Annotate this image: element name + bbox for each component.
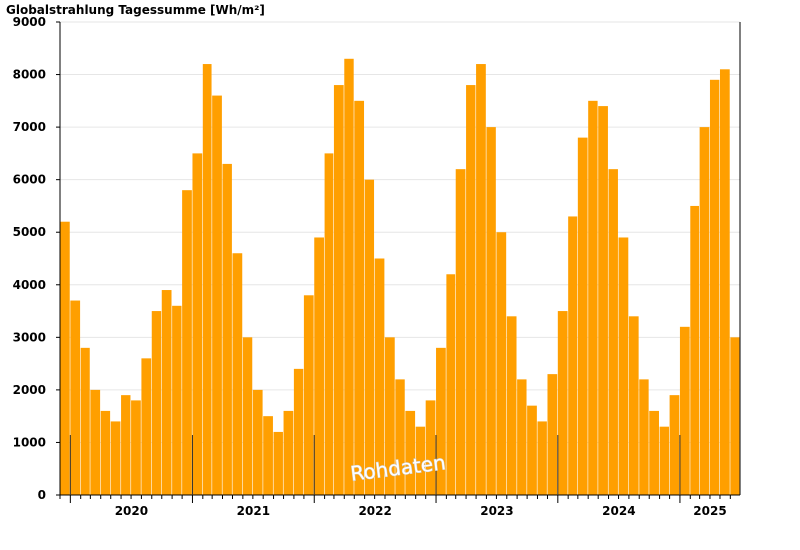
bar (466, 85, 476, 496)
y-tick-label: 1000 (13, 435, 46, 449)
bar (699, 127, 710, 495)
x-axis-ticks: 2020 2021 2022 2023 2024 2025 (59, 435, 731, 518)
bar (182, 190, 192, 495)
y-tick-label: 6000 (13, 173, 46, 187)
bar (90, 389, 101, 495)
y-tick-label: 9000 (13, 15, 46, 29)
bar (547, 374, 558, 495)
bar (131, 400, 141, 495)
bar (283, 410, 294, 495)
y-tick-label: 2000 (13, 383, 46, 397)
bar (557, 311, 568, 495)
bar (639, 379, 649, 495)
bar (303, 295, 314, 495)
bar (151, 311, 162, 495)
bar (333, 85, 344, 496)
bar (527, 405, 537, 495)
bar (192, 153, 203, 495)
bar (263, 416, 273, 495)
bar (690, 205, 700, 495)
y-tick-label: 0 (38, 488, 46, 502)
y-tick-label: 8000 (13, 68, 46, 82)
year-label: 2022 (358, 504, 391, 518)
bar (202, 64, 212, 496)
y-tick-label: 3000 (13, 330, 46, 344)
bar (232, 253, 243, 495)
bar (506, 316, 517, 495)
bar (273, 431, 283, 495)
bar (455, 169, 466, 495)
bar (709, 79, 720, 496)
bar (354, 100, 365, 495)
bar (141, 358, 152, 495)
bar (618, 237, 629, 495)
bar (314, 237, 324, 495)
bar (476, 64, 486, 496)
bar (344, 58, 354, 496)
bar (517, 379, 527, 495)
bar (172, 305, 182, 495)
bar (364, 179, 375, 495)
year-label: 2025 (693, 504, 726, 518)
bar (324, 153, 334, 495)
year-label: 2024 (602, 504, 635, 518)
bar (60, 221, 70, 495)
bar (374, 258, 385, 495)
bar (242, 337, 253, 495)
year-label: 2021 (237, 504, 270, 518)
y-tick-label: 7000 (13, 120, 46, 134)
bar (649, 410, 659, 495)
year-label: 2023 (480, 504, 513, 518)
bar (568, 216, 578, 495)
year-label: 2020 (115, 504, 148, 518)
bar (384, 337, 395, 495)
chart-title: Globalstrahlung Tagessumme [Wh/m²] (6, 3, 265, 17)
bar (252, 389, 263, 495)
bars (60, 58, 740, 496)
bar (679, 326, 690, 495)
bar (293, 368, 304, 495)
bar (669, 395, 680, 495)
bar (577, 137, 588, 495)
y-tick-label: 4000 (13, 278, 46, 292)
bar (212, 95, 222, 496)
bar (486, 127, 496, 495)
bar (537, 421, 547, 495)
bar (719, 69, 730, 496)
bar (425, 400, 436, 495)
bar (415, 426, 426, 495)
bar (608, 169, 618, 495)
bar (70, 300, 81, 495)
bar (161, 290, 172, 495)
bar (598, 106, 608, 495)
bar (110, 421, 121, 495)
y-axis-ticks: 0 1000 2000 3000 4000 5000 6000 7000 8000 9000 (13, 15, 60, 502)
bar (496, 232, 507, 495)
bar (121, 395, 131, 495)
bar (446, 274, 456, 495)
bar (222, 163, 232, 495)
bar (730, 337, 740, 495)
bar (436, 347, 446, 495)
bar (395, 379, 405, 495)
bar (100, 410, 111, 495)
bar (405, 410, 416, 495)
bar (659, 426, 669, 495)
bar (628, 316, 639, 495)
bar (588, 100, 598, 495)
axes (59, 22, 741, 496)
y-tick-label: 5000 (13, 225, 46, 239)
bar (80, 347, 90, 495)
